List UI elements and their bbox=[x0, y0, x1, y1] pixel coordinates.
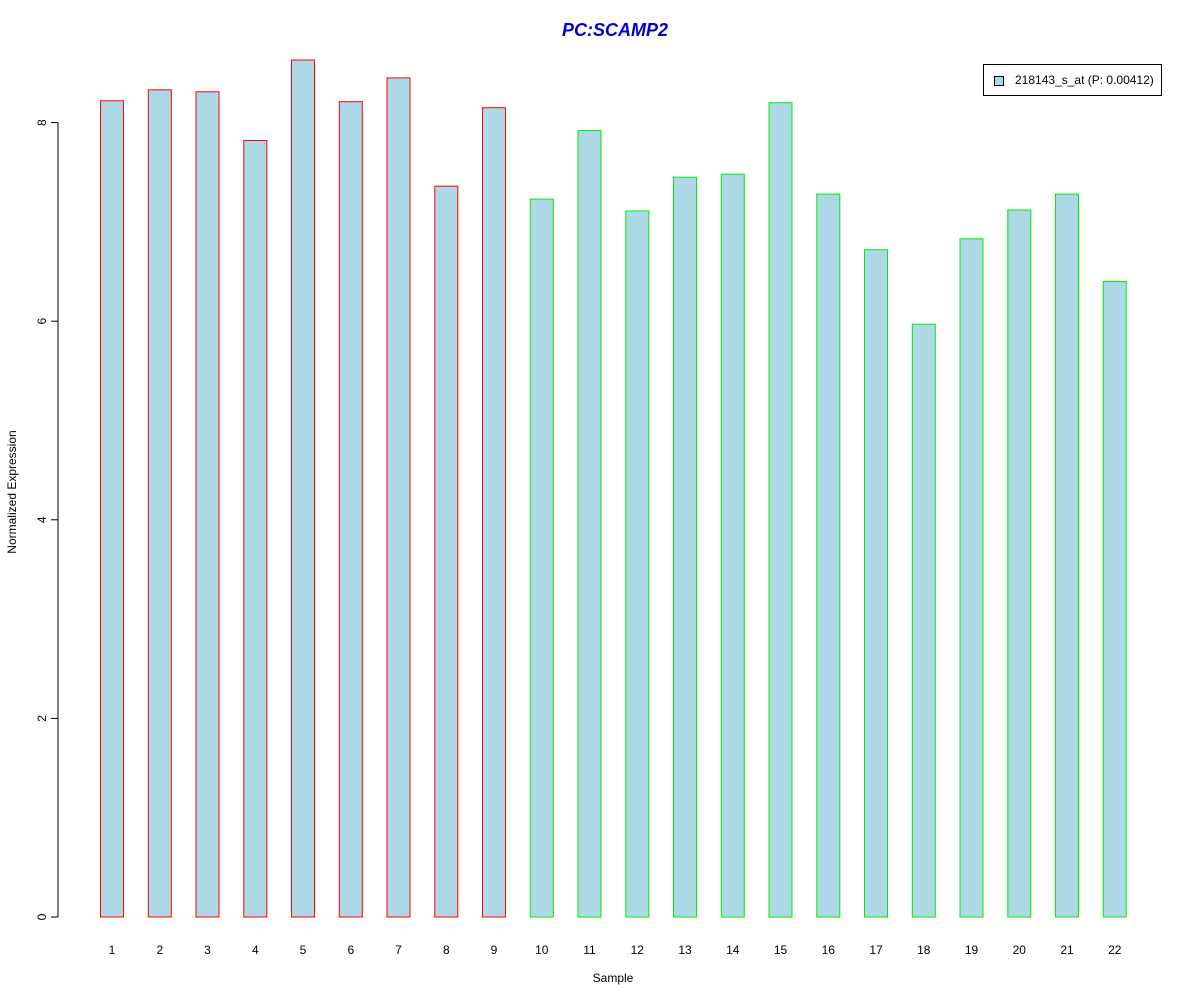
y-axis-label: Normalized Expression bbox=[5, 430, 19, 554]
bars bbox=[100, 59, 1127, 918]
legend-series-label: 218143_s_at (P: 0.00412) bbox=[1015, 73, 1154, 87]
bar-sample-16 bbox=[816, 193, 841, 918]
bar-sample-15 bbox=[768, 102, 793, 918]
bar-sample-2 bbox=[147, 89, 172, 918]
chart-title: PC:SCAMP2 bbox=[561, 20, 668, 40]
x-tick-label: 18 bbox=[917, 943, 931, 957]
bar-sample-20 bbox=[1007, 209, 1032, 918]
bar-sample-6 bbox=[338, 101, 363, 918]
bar-sample-7 bbox=[386, 77, 411, 918]
bar-sample-11 bbox=[577, 130, 602, 918]
bar-sample-10 bbox=[529, 198, 554, 918]
x-tick-label: 12 bbox=[631, 943, 645, 957]
bar-sample-13 bbox=[673, 176, 697, 918]
bar-sample-4 bbox=[243, 140, 268, 918]
bar-sample-22 bbox=[1102, 281, 1127, 918]
x-tick-label: 6 bbox=[347, 943, 354, 957]
x-tick-label: 9 bbox=[491, 943, 498, 957]
x-tick-label: 2 bbox=[156, 943, 163, 957]
y-tick-label: 2 bbox=[35, 715, 49, 722]
bar-sample-12 bbox=[625, 210, 650, 918]
legend: 218143_s_at (P: 0.00412) bbox=[983, 64, 1162, 96]
x-tick-label: 11 bbox=[583, 943, 596, 957]
y-axis: 0 2 4 6 8 bbox=[35, 119, 59, 920]
y-tick-label: 6 bbox=[35, 318, 49, 325]
bar-sample-8 bbox=[434, 185, 459, 918]
y-tick-label: 8 bbox=[35, 119, 49, 126]
bar-sample-18 bbox=[911, 323, 936, 918]
x-tick-label: 8 bbox=[443, 943, 450, 957]
y-tick-label: 0 bbox=[35, 913, 49, 920]
x-tick-labels: 1 2 3 4 5 6 7 8 9 10 11 12 13 14 15 16 17 18 19 20 21 22 bbox=[109, 943, 1122, 957]
bar-sample-9 bbox=[482, 107, 506, 918]
bar-sample-3 bbox=[195, 91, 220, 918]
x-tick-label: 17 bbox=[869, 943, 883, 957]
x-tick-label: 5 bbox=[300, 943, 307, 957]
bar-sample-17 bbox=[864, 249, 888, 918]
x-tick-label: 16 bbox=[822, 943, 836, 957]
x-axis-label: Sample bbox=[592, 971, 634, 985]
bar-sample-1 bbox=[100, 100, 124, 918]
y-tick-label: 4 bbox=[35, 516, 49, 523]
x-tick-label: 22 bbox=[1108, 943, 1122, 957]
legend-swatch bbox=[994, 76, 1004, 86]
x-tick-label: 21 bbox=[1060, 943, 1074, 957]
x-tick-label: 14 bbox=[726, 943, 740, 957]
bar-sample-19 bbox=[959, 238, 984, 918]
bar-sample-5 bbox=[291, 59, 315, 918]
x-tick-label: 1 bbox=[109, 943, 116, 957]
bar-sample-14 bbox=[720, 173, 745, 918]
bar-sample-21 bbox=[1055, 193, 1079, 918]
x-tick-label: 13 bbox=[678, 943, 692, 957]
x-tick-label: 15 bbox=[774, 943, 788, 957]
x-tick-label: 19 bbox=[965, 943, 979, 957]
x-tick-label: 7 bbox=[395, 943, 402, 957]
x-tick-label: 4 bbox=[252, 943, 259, 957]
x-tick-label: 10 bbox=[535, 943, 549, 957]
x-tick-label: 3 bbox=[204, 943, 211, 957]
x-tick-label: 20 bbox=[1013, 943, 1027, 957]
